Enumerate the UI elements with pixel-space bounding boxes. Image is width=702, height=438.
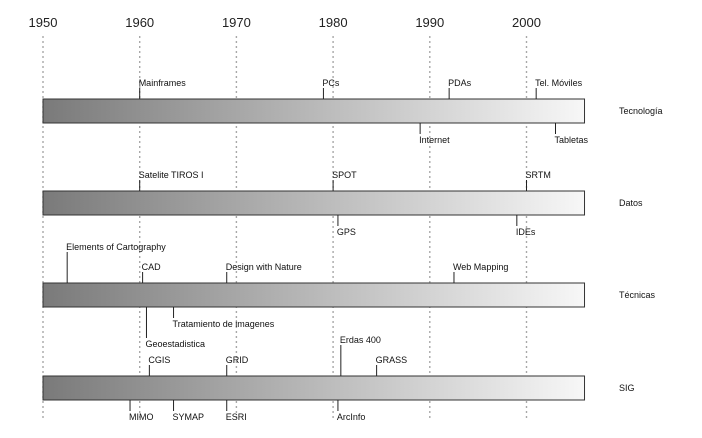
timeline-band-datos <box>42 190 586 216</box>
row-tecnologia: Tecnología Mainframes PCs PDAs Tel. Móviles I… <box>42 78 663 145</box>
event-label-grass: GRASS <box>376 355 408 365</box>
event-label-internet: Internet <box>419 135 450 145</box>
event-label-esri: ESRI <box>226 412 247 422</box>
year-label-2000: 2000 <box>512 15 541 30</box>
year-gridlines <box>42 36 528 418</box>
timeline-band-tecnologia <box>42 98 586 124</box>
event-label-spot: SPOT <box>332 170 357 180</box>
event-label-tel-m-viles: Tel. Móviles <box>535 78 583 88</box>
year-label-1950: 1950 <box>29 15 58 30</box>
event-label-erdas-400: Erdas 400 <box>340 335 381 345</box>
event-label-cad: CAD <box>142 262 162 272</box>
event-label-web-mapping: Web Mapping <box>453 262 508 272</box>
event-label-cgis: CGIS <box>148 355 170 365</box>
row-label-tecnicas: Técnicas <box>619 290 656 300</box>
event-label-symap: SYMAP <box>173 412 205 422</box>
event-label-srtm: SRTM <box>526 170 551 180</box>
row-label-sig: SIG <box>619 383 635 393</box>
event-label-pcs: PCs <box>322 78 340 88</box>
event-label-satelite-tiros-i: Satelite TIROS I <box>139 170 204 180</box>
event-label-pdas: PDAs <box>448 78 472 88</box>
event-label-elements-of-cartography: Elements of Cartography <box>66 242 166 252</box>
year-label-1960: 1960 <box>125 15 154 30</box>
event-label-grid: GRID <box>226 355 249 365</box>
event-label-tabletas: Tabletas <box>555 135 589 145</box>
event-label-tratamiento-de-imagenes: Tratamiento de imagenes <box>173 319 275 329</box>
timeline-band-tecnicas <box>42 282 586 308</box>
row-label-datos: Datos <box>619 198 643 208</box>
timeline-band-sig <box>42 375 586 401</box>
timeline-rows: Tecnología Mainframes PCs PDAs Tel. Móviles I… <box>42 78 663 422</box>
row-datos: Datos Satelite TIROS I SPOT SRTM GPS IDEs <box>42 170 643 237</box>
event-label-ides: IDEs <box>516 227 536 237</box>
year-label-1980: 1980 <box>319 15 348 30</box>
year-axis: 1950 1960 1970 1980 1990 2000 <box>29 15 541 30</box>
year-label-1990: 1990 <box>415 15 444 30</box>
event-label-gps: GPS <box>337 227 356 237</box>
event-label-mainframes: Mainframes <box>139 78 187 88</box>
row-label-tecnologia: Tecnología <box>619 106 663 116</box>
year-label-1970: 1970 <box>222 15 251 30</box>
event-label-geoestadistica: Geoestadistica <box>145 339 205 349</box>
row-sig: SIG CGIS GRID Erdas 400 GRASS MIMO SYMAP ESRI Ar… <box>42 335 635 422</box>
event-label-mimo: MIMO <box>129 412 154 422</box>
row-tecnicas: Técnicas Elements of Cartography CAD Design… <box>42 242 656 349</box>
event-label-arcinfo: ArcInfo <box>337 412 366 422</box>
event-label-design-with-nature: Design with Nature <box>226 262 302 272</box>
